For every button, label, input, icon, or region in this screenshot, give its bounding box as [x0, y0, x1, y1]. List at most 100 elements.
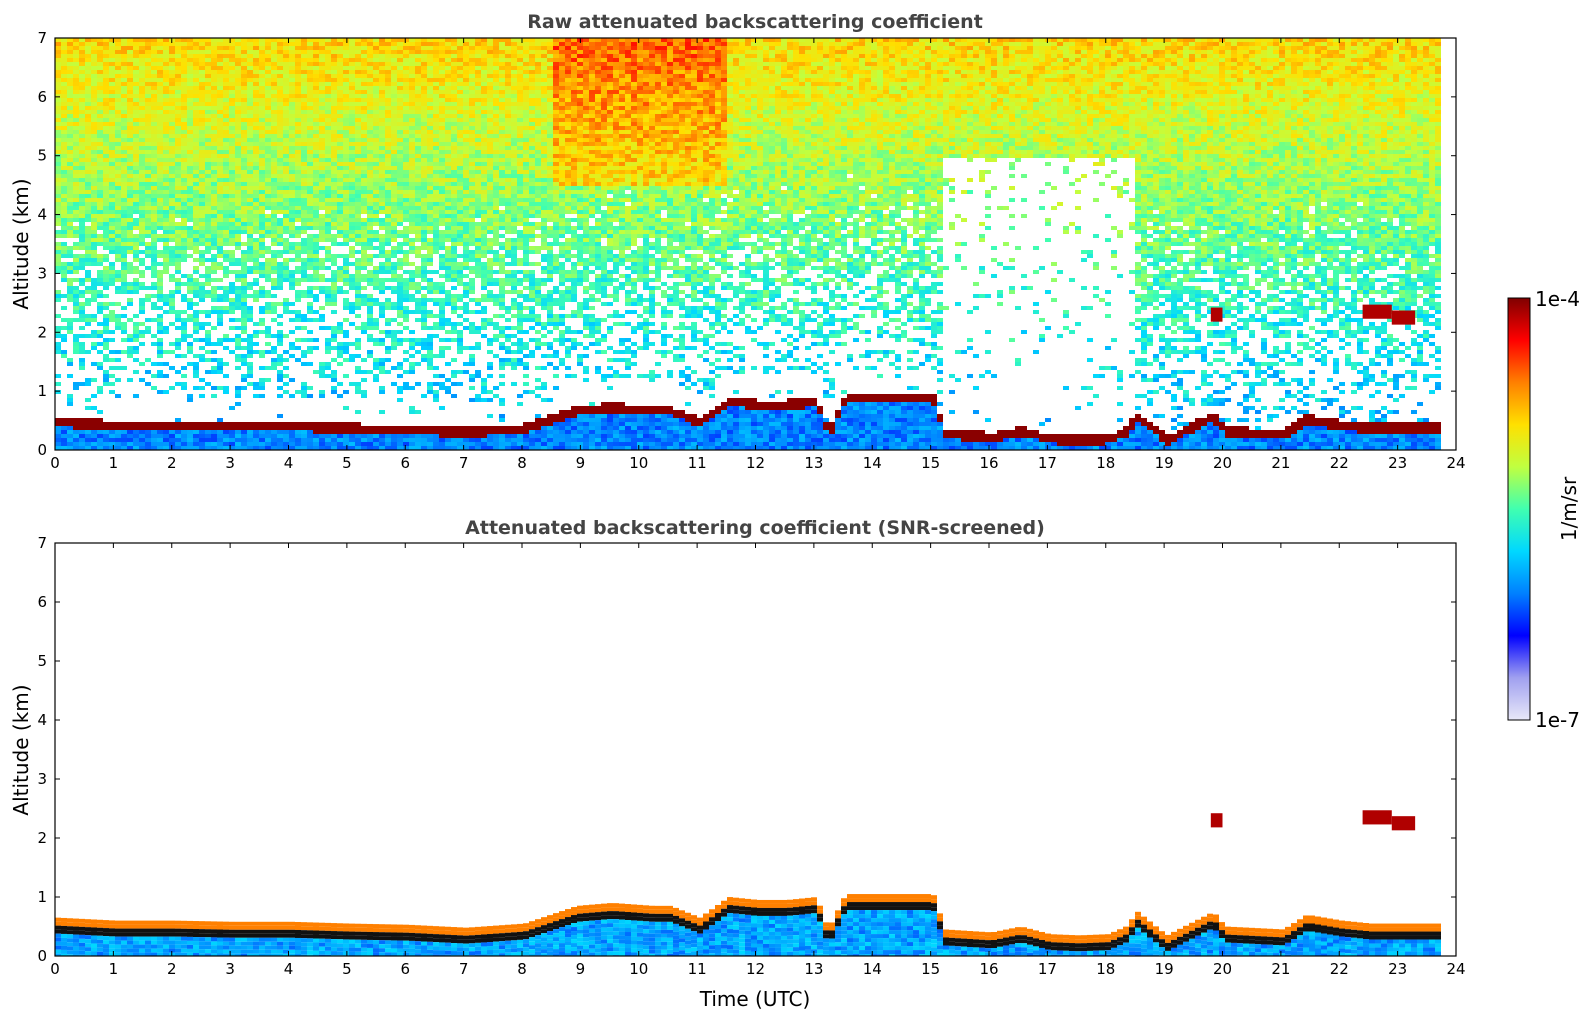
heat-cell [271, 66, 277, 70]
heat-cell [337, 38, 343, 42]
heat-cell [61, 38, 67, 42]
heat-cell [355, 422, 361, 426]
heat-cell [427, 138, 433, 142]
heat-cell [397, 82, 403, 86]
heat-cell [343, 146, 349, 150]
heat-cell [79, 138, 85, 142]
heat-cell [355, 222, 361, 226]
heat-cell [229, 110, 235, 114]
heat-cell [115, 322, 121, 326]
heat-cell [277, 262, 283, 266]
heat-cell [409, 78, 415, 82]
heat-cell [391, 218, 397, 222]
heat-cell [415, 162, 421, 166]
heat-cell [325, 166, 331, 170]
heat-cell [343, 122, 349, 126]
heat-cell [403, 42, 409, 46]
heat-cell [115, 66, 121, 70]
heat-cell [307, 82, 313, 86]
heat-cell [307, 106, 313, 110]
heat-cell [241, 122, 247, 126]
heat-cell [259, 442, 265, 446]
heat-cell [379, 370, 385, 374]
heat-cell [247, 230, 253, 234]
heat-cell [337, 274, 343, 278]
heat-cell [343, 166, 349, 170]
heat-cell [157, 446, 163, 450]
heat-cell [205, 250, 211, 254]
heat-cell [385, 42, 391, 46]
heat-cell [157, 66, 163, 70]
heat-cell [373, 118, 379, 122]
heat-cell [283, 122, 289, 126]
heat-cell [313, 270, 319, 274]
heat-cell [307, 66, 313, 70]
heat-cell [163, 390, 169, 394]
heat-cell [277, 362, 283, 366]
heat-cell [283, 138, 289, 142]
heat-cell [367, 434, 373, 438]
heat-cell [403, 218, 409, 222]
heat-cell [169, 106, 175, 110]
heat-cell [265, 54, 271, 58]
heat-cell [379, 410, 385, 414]
heat-cell [421, 426, 427, 430]
heat-cell [325, 286, 331, 290]
heat-cell [67, 426, 73, 430]
heat-cell [427, 362, 433, 366]
heat-cell [121, 238, 127, 242]
heat-cell [85, 122, 91, 126]
heat-cell [169, 54, 175, 58]
heat-cell [91, 102, 97, 106]
heat-cell [241, 162, 247, 166]
heat-cell [91, 126, 97, 130]
heat-cell [55, 266, 61, 270]
heat-cell [163, 66, 169, 70]
heat-cell [307, 166, 313, 170]
heat-cell [145, 106, 151, 110]
heat-cell [121, 58, 127, 62]
heat-cell [163, 98, 169, 102]
heat-cell [73, 186, 79, 190]
heat-cell [409, 126, 415, 130]
heat-cell [277, 198, 283, 202]
heat-cell [61, 206, 67, 210]
heat-cell [157, 178, 163, 182]
heat-cell [115, 258, 121, 262]
heat-cell [229, 430, 235, 434]
heat-cell [193, 94, 199, 98]
heat-cell [97, 234, 103, 238]
heat-cell [85, 274, 91, 278]
heat-cell [157, 50, 163, 54]
heat-cell [157, 186, 163, 190]
heat-cell [409, 114, 415, 118]
heat-cell [73, 166, 79, 170]
heat-cell [265, 66, 271, 70]
heat-cell [313, 58, 319, 62]
heat-cell [385, 62, 391, 66]
heat-cell [181, 330, 187, 334]
heat-cell [175, 434, 181, 438]
heat-cell [211, 214, 217, 218]
heat-cell [229, 426, 235, 430]
heat-cell [259, 366, 265, 370]
heat-cell [145, 98, 151, 102]
heat-cell [325, 194, 331, 198]
heat-cell [97, 150, 103, 154]
heat-cell [73, 302, 79, 306]
heat-cell [421, 126, 427, 130]
heat-cell [397, 302, 403, 306]
heat-cell [205, 102, 211, 106]
heat-cell [253, 262, 259, 266]
heat-cell [259, 162, 265, 166]
heat-cell [109, 66, 115, 70]
heat-cell [373, 202, 379, 206]
heat-cell [175, 338, 181, 342]
heat-cell [109, 118, 115, 122]
heat-cell [223, 346, 229, 350]
heat-cell [403, 426, 409, 430]
heat-cell [241, 302, 247, 306]
heat-cell [313, 226, 319, 230]
heat-cell [313, 98, 319, 102]
heat-cell [295, 250, 301, 254]
